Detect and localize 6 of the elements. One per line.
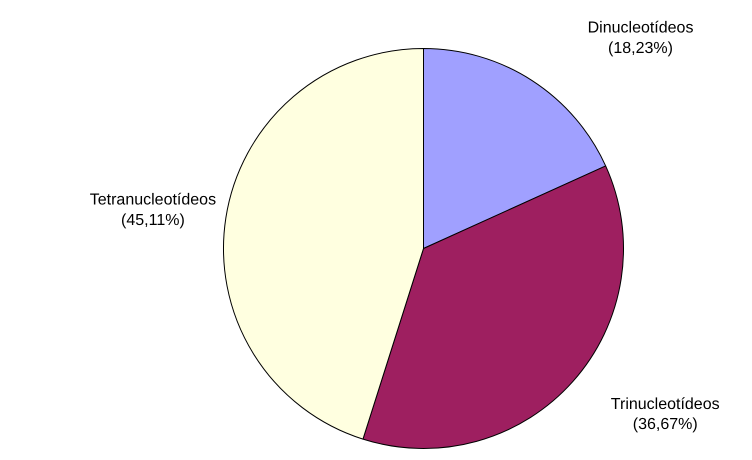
slice-label: Dinucleotídeos (588, 20, 694, 37)
data-label: (45,11%) (121, 212, 185, 229)
slice-label: Trinucleotídeos (610, 396, 720, 413)
data-label: (36,67%) (632, 416, 698, 434)
data-label: (18,23%) (608, 40, 673, 58)
slice-label: Tetranucleotídeos (90, 192, 216, 209)
